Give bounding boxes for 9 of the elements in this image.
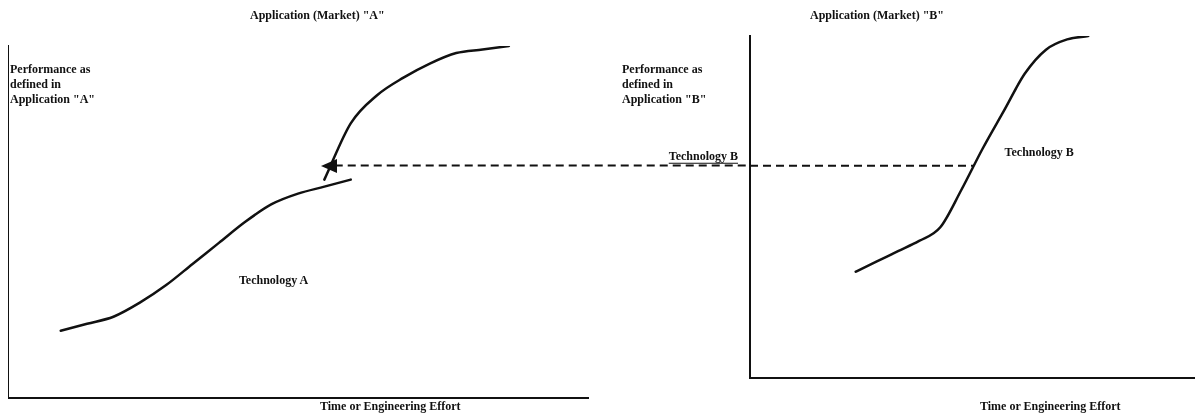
series-label: Technology B xyxy=(1004,144,1074,159)
chart-title: Application (Market) "B" xyxy=(810,8,944,23)
text: Technology A xyxy=(238,272,309,287)
ref-line-label: Technology B xyxy=(668,148,738,163)
y-axis-title: Performance as defined in Application "A" xyxy=(10,62,96,107)
chart-title: Application (Market) "A" xyxy=(250,8,385,23)
x-axis-title: Time or Engineering Effort xyxy=(980,399,1121,414)
x-axis-title: Time or Engineering Effort xyxy=(320,399,461,414)
y-axis-title: Performance as defined in Application "B" xyxy=(622,62,708,107)
